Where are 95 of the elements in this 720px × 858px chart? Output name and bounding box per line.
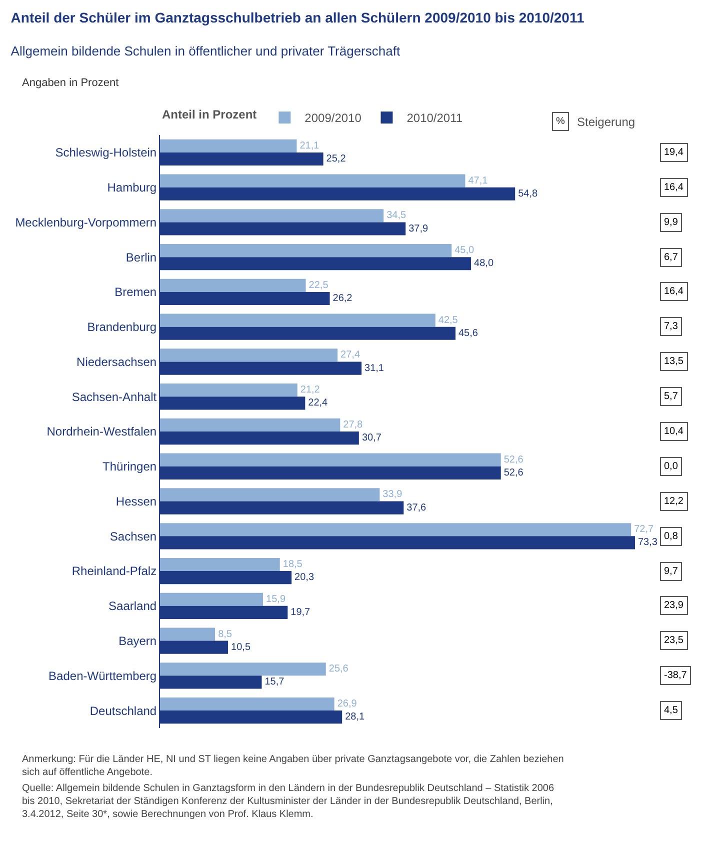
text: Anmerkung: Für die Länder HE, NI und ST liegen keine Angaben über private Ganztagsangebote vor, die Zahlen beziehen sich auf öffentliche Angebote. [22,754,564,778]
y-tick-label: Niedersachsen [76,354,157,369]
data-label: 18,5 [282,558,303,570]
data-label: 8,5 [218,628,232,640]
text: 6,7 [664,252,678,263]
y-tick-label: Schleswig-Holstein [55,146,157,160]
bar [160,628,216,641]
data-label: 10,5 [231,642,251,653]
data-label: 25,2 [326,153,346,164]
legend-title: Anteil in Prozent [162,108,257,122]
text: 9,7 [664,566,678,577]
y-tick-label: Mecklenburg-Vorpommern [15,215,157,230]
bar [160,558,280,572]
data-label: 21,1 [300,140,320,152]
y-tick-label: Nordrhein-Westfalen [46,424,157,439]
data-label: 47,1 [468,175,488,186]
data-label: 34,5 [386,210,406,222]
data-label: 15,7 [264,676,285,688]
source-note: Quelle: Allgemein bildende Schulen in Ganztagsform in den Ländern in der Bundesrepublik Deutschland – Statistik 2006 bis 2010, Sekretariat der Ständigen Konferenz der Kultusminister der Länder in der Bundesrepublik Deutschland, Berlin, 3.4.2012, Seite 30*, sowie Berechnungen von Prof. Klaus Klemm. [22,783,554,820]
data-label: 28,1 [345,712,365,723]
text: 10,4 [664,426,684,437]
data-label: 22,5 [308,280,329,291]
bar [160,418,340,432]
bar [160,384,298,397]
data-label: 52,6 [504,454,524,466]
text: 23,9 [664,600,684,611]
text: 16,4 [664,182,684,193]
data-label: 72,7 [634,524,654,536]
data-label: 27,4 [340,350,360,361]
bar [160,348,338,362]
text: 0,0 [664,461,678,472]
data-label: 20,3 [294,572,314,584]
text: Angaben in Prozent [22,77,119,89]
bar [160,488,380,502]
bar [160,278,306,292]
bar [160,174,466,188]
bar [160,523,632,536]
text: 23,5 [664,635,684,646]
text: 4,5 [664,705,678,716]
data-label: 52,6 [504,467,524,478]
data-label: 42,5 [438,314,458,326]
text: 7,3 [664,321,678,332]
chart-subtitle: Allgemein bildende Schulen in öffentlicher und privater Trägerschaft [10,44,400,59]
data-label: 33,9 [382,489,403,500]
y-tick-label: Baden-Württemberg [48,668,157,683]
text: -38,7 [664,670,688,681]
bar [160,139,297,152]
y-tick-label: Hamburg [107,180,157,195]
bar [160,662,326,676]
bar [160,244,452,258]
data-label: 37,6 [406,502,427,514]
text: 16,4 [664,286,684,297]
data-label: 26,2 [332,293,353,304]
bar [160,697,334,711]
y-tick-label: Saarland [108,599,157,614]
bar [160,592,264,606]
data-label: 37,9 [408,223,428,234]
bar [160,314,436,327]
text: % [556,116,565,127]
chart-title: Anteil der Schüler im Ganztagsschulbetrieb an allen Schülern 2009/2010 bis 2010/2011 [10,10,584,26]
text: 12,2 [664,496,684,507]
text: 9,9 [664,217,678,228]
y-tick-label: Bayern [118,634,157,648]
data-label: 54,8 [518,188,538,200]
y-tick-label: Berlin [126,250,157,264]
bar [160,453,501,466]
y-tick-label: Rheinland-Pfalz [72,564,157,578]
data-label: 25,6 [328,664,349,675]
y-tick-label: Sachsen-Anhalt [72,390,158,404]
data-label: 31,1 [364,362,384,374]
data-label: 15,9 [266,594,286,605]
data-label: 45,6 [458,328,478,339]
text: 13,5 [664,356,684,367]
data-label: 30,7 [362,432,382,444]
text: 19,4 [664,147,684,158]
data-label: 27,8 [343,419,364,430]
y-tick-label: Deutschland [90,704,157,718]
data-label: 19,7 [290,606,311,618]
data-label: 48,0 [474,258,494,270]
data-label: 21,2 [300,384,320,396]
bar [160,209,384,222]
y-tick-label: Bremen [114,285,157,300]
data-label: 45,0 [454,245,475,256]
y-tick-label: Brandenburg [87,320,157,334]
text: 0,8 [664,531,678,542]
data-label: 22,4 [308,398,328,409]
data-label: 73,3 [638,537,658,548]
data-label: 26,9 [337,698,358,710]
y-tick-label: Hessen [116,494,157,508]
legend-label: 2009/2010 [304,111,362,126]
text: Steigerung [577,115,636,129]
y-tick-label: Sachsen [110,529,157,544]
y-tick-label: Thüringen [102,460,157,474]
legend-label: 2010/2011 [406,111,463,126]
text: 5,7 [664,391,678,402]
